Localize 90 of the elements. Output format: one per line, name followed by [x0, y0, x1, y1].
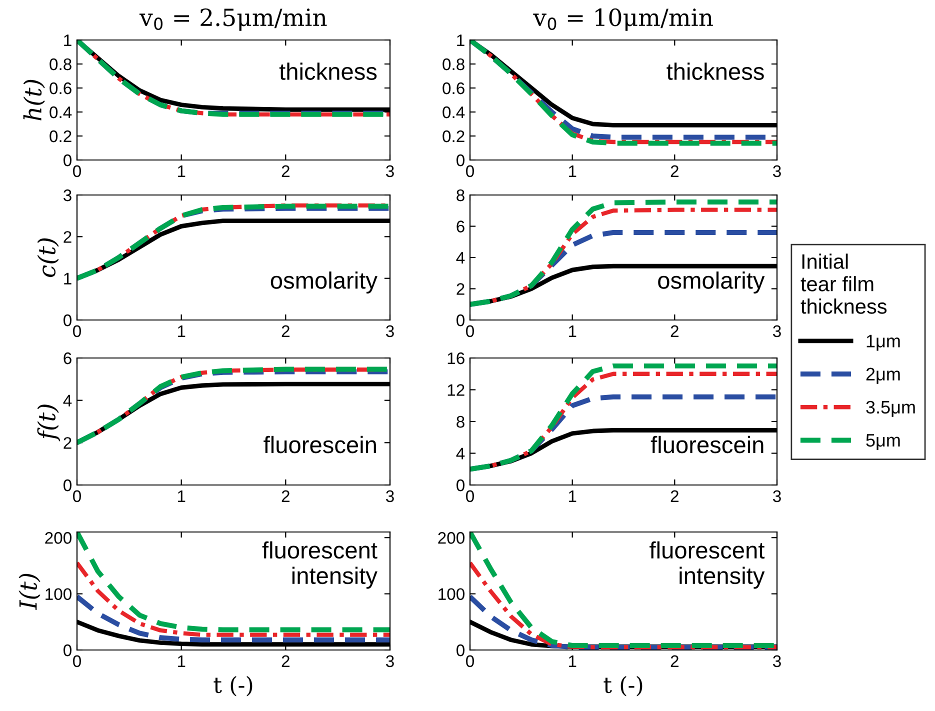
- y-tick-label: 0.2: [442, 130, 464, 142]
- x-tick-label: 2: [670, 490, 678, 502]
- y-tick-label: 0.8: [442, 58, 464, 70]
- y-tick-label: 8: [456, 189, 464, 202]
- y-tick-label: 6: [456, 220, 464, 232]
- x-tick-label: 2: [282, 490, 290, 502]
- annotation: fluorescein: [264, 436, 376, 454]
- x-tick-label: 2: [670, 655, 678, 667]
- x-tick-label: 3: [773, 490, 781, 502]
- y-tick-label: 1: [457, 34, 464, 46]
- y-tick-label: 200: [45, 532, 72, 544]
- x-tick-label: 2: [282, 165, 290, 177]
- x-tick-label: 3: [386, 655, 394, 668]
- legend-title: Initial tear film thickness: [800, 254, 887, 314]
- x-tick-label: 0: [466, 490, 474, 502]
- x-tick-label: 1: [568, 655, 576, 667]
- y-tick-label: 0: [456, 479, 464, 492]
- x-tick-label: 1: [178, 655, 186, 667]
- x-axis-title: t (-): [604, 676, 642, 696]
- annotation: fluorescent intensity: [262, 541, 378, 589]
- y-tick-label: 0.8: [50, 58, 72, 70]
- annotation: fluorescent intensity: [650, 541, 765, 589]
- x-tick-label: 0: [73, 165, 81, 178]
- y-tick-label: 1: [64, 272, 72, 284]
- x-tick-label: 1: [568, 165, 576, 177]
- x-tick-label: 2: [670, 325, 678, 337]
- annotation: thickness: [279, 62, 377, 80]
- y-tick-label: 4: [456, 252, 465, 264]
- y-tick-label: 0: [64, 644, 72, 656]
- x-tick-label: 0: [466, 165, 474, 178]
- y-tick-label: 1: [64, 34, 72, 46]
- x-tick-label: 0: [466, 325, 474, 338]
- x-tick-label: 1: [178, 490, 186, 502]
- y-tick-label: 16: [448, 352, 464, 364]
- x-tick-label: 3: [773, 165, 781, 178]
- x-tick-label: 0: [73, 490, 81, 502]
- y-tick-label: 2: [64, 231, 72, 243]
- annotation: thickness: [666, 62, 764, 80]
- line-series: [77, 560, 390, 637]
- y-tick-label: 0.4: [50, 106, 72, 118]
- legend-label: 3.5μm: [866, 400, 915, 417]
- y-tick-label: 0.6: [442, 82, 464, 94]
- x-tick-label: 3: [773, 655, 781, 668]
- x-tick-label: 1: [178, 165, 186, 177]
- x-tick-label: 1: [178, 325, 186, 337]
- y-tick-label: 0: [456, 644, 464, 656]
- y-axis-title: f(t): [37, 404, 60, 442]
- annotation: osmolarity: [270, 271, 378, 294]
- annotation: fluorescein: [650, 436, 764, 454]
- y-tick-label: 8: [456, 416, 464, 428]
- y-tick-label: 4: [63, 394, 72, 406]
- legend-label: 2μm: [866, 368, 900, 384]
- y-axis-title: h(t): [23, 80, 45, 120]
- x-tick-label: 0: [73, 325, 81, 338]
- x-tick-label: 3: [773, 325, 781, 338]
- y-tick-label: 100: [46, 588, 72, 600]
- x-tick-label: 0: [466, 655, 474, 668]
- y-tick-label: 2: [64, 437, 72, 449]
- y-tick-label: 12: [448, 384, 464, 396]
- y-tick-label: 0: [64, 154, 72, 166]
- legend-label: 5μm: [866, 434, 900, 450]
- x-tick-label: 3: [386, 325, 394, 338]
- x-tick-label: 2: [282, 655, 290, 667]
- x-tick-label: 1: [568, 325, 576, 337]
- chart-title: v$_{0}$ = 10μm/min: [533, 8, 713, 31]
- x-tick-label: 2: [670, 165, 678, 177]
- y-tick-label: 3: [64, 189, 72, 202]
- y-tick-label: 0: [64, 314, 72, 326]
- y-tick-label: 6: [64, 352, 72, 364]
- y-tick-label: 0: [456, 154, 464, 166]
- x-tick-label: 0: [73, 655, 81, 668]
- annotation: osmolarity: [658, 271, 765, 294]
- y-axis-title: c(t): [37, 238, 59, 278]
- y-tick-label: 200: [438, 532, 464, 544]
- y-tick-label: 0.2: [50, 130, 72, 142]
- x-tick-label: 2: [282, 325, 290, 337]
- x-axis-title: t (-): [214, 676, 252, 696]
- legend-label: 1μm: [866, 334, 900, 351]
- x-tick-label: 1: [568, 490, 576, 502]
- y-tick-label: 0: [64, 479, 72, 492]
- y-tick-label: 0.6: [50, 82, 72, 94]
- y-tick-label: 100: [438, 588, 464, 600]
- y-tick-label: 2: [456, 283, 464, 295]
- x-tick-label: 3: [386, 165, 394, 178]
- y-axis-title: I(t): [18, 574, 40, 610]
- x-tick-label: 3: [386, 490, 394, 502]
- y-tick-label: 0: [456, 314, 464, 326]
- y-tick-label: 0.4: [442, 106, 465, 118]
- chart-title: v$_{0}$ = 2.5μm/min: [139, 8, 327, 31]
- y-tick-label: 4: [456, 448, 465, 460]
